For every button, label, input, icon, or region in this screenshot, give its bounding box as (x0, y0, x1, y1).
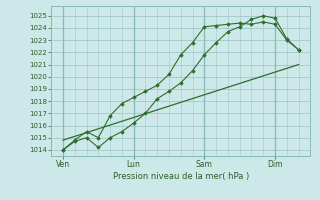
X-axis label: Pression niveau de la mer( hPa ): Pression niveau de la mer( hPa ) (113, 172, 249, 181)
